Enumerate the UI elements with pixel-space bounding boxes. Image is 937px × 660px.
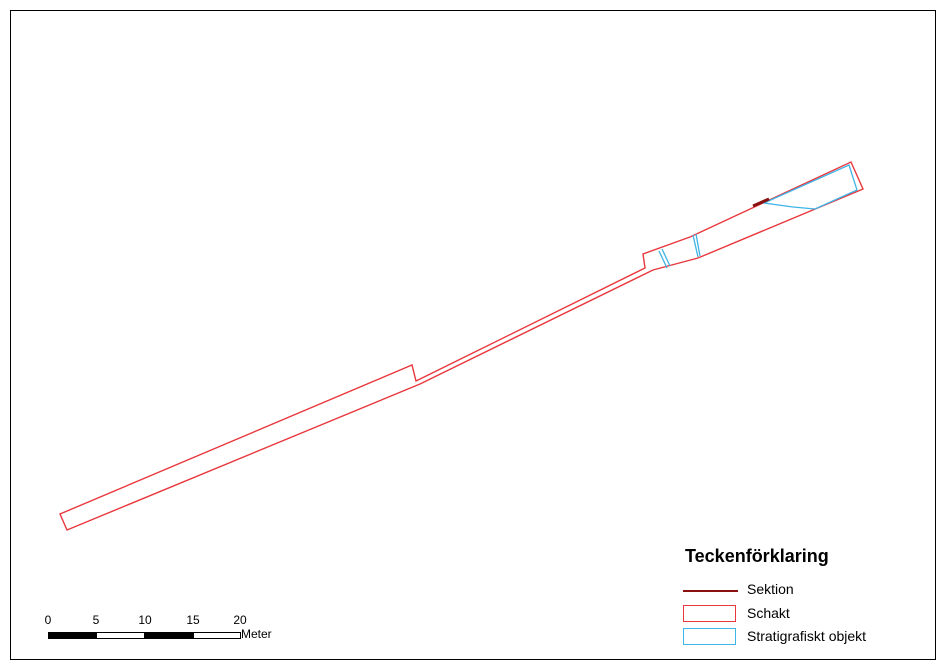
scale-tick-10: 10 <box>138 613 152 627</box>
stratigrafiskt-objekt-strip-2 <box>661 248 671 267</box>
scale-segment-4 <box>193 632 241 639</box>
legend-item-schakt: Schakt <box>683 605 923 625</box>
scale-tick-15: 15 <box>186 613 200 627</box>
legend-item-sektion: Sektion <box>683 581 923 601</box>
legend-label-stratigrafiskt-objekt: Stratigrafiskt objekt <box>747 628 867 644</box>
stratigrafiskt-objekt-strip-4 <box>695 233 701 257</box>
scale-segment-3 <box>145 632 193 639</box>
stratigrafiskt-objekt-strip-1 <box>658 250 668 269</box>
schakt-polygon <box>59 161 864 531</box>
scale-segment-2 <box>96 632 145 639</box>
stratigrafiskt-objekt-strip-3 <box>692 234 699 258</box>
sektion-line <box>752 197 770 208</box>
legend-swatch-sektion <box>683 590 738 592</box>
scale-segment-1 <box>48 632 96 639</box>
legend-item-stratigrafiskt-objekt: Stratigrafiskt objekt <box>683 628 923 648</box>
legend-label-schakt: Schakt <box>747 605 790 621</box>
legend-label-sektion: Sektion <box>747 581 794 597</box>
legend-swatch-stratigrafiskt-objekt <box>683 628 736 645</box>
scale-unit-label: Meter <box>241 627 272 641</box>
legend-title: Teckenförklaring <box>685 546 829 566</box>
scale-tick-5: 5 <box>92 613 100 627</box>
scale-tick-20: 20 <box>233 613 247 627</box>
scale-tick-0: 0 <box>44 613 52 627</box>
stratigrafiskt-objekt-group <box>658 164 858 269</box>
map-frame <box>10 10 936 660</box>
stratigrafiskt-objekt-triangle <box>761 164 858 210</box>
legend-swatch-schakt <box>683 605 736 622</box>
